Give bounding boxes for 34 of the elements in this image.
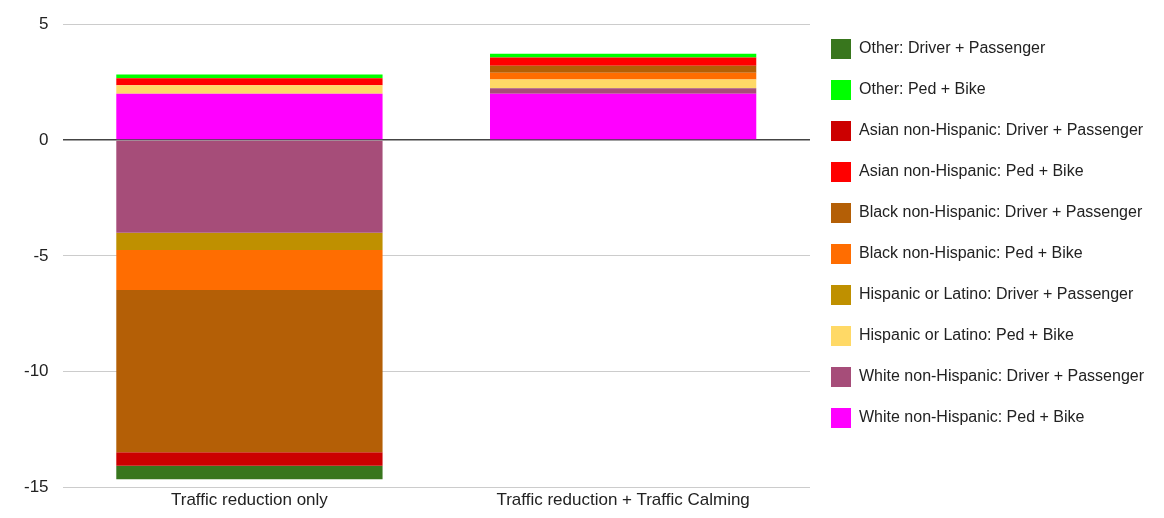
bar <box>490 57 757 66</box>
bar <box>490 88 757 94</box>
bar <box>116 74 383 79</box>
y-tick-label: -10 <box>23 361 49 381</box>
bar <box>490 93 757 140</box>
y-tick-label: -5 <box>33 245 49 265</box>
bar <box>490 79 757 89</box>
bar <box>490 65 757 73</box>
bar <box>116 78 383 86</box>
legend-label: Hispanic or Latino: Ped + Bike <box>858 326 1074 344</box>
bar <box>490 53 757 58</box>
bar <box>116 232 383 251</box>
legend-label: Other: Ped + Bike <box>858 80 986 98</box>
x-tick-label: Traffic reduction + Traffic Calming <box>496 490 750 510</box>
bar <box>116 250 383 290</box>
legend-label: Black non-Hispanic: Ped + Bike <box>858 244 1083 262</box>
legend-label: Hispanic or Latino: Driver + Passenger <box>858 285 1135 303</box>
bar <box>116 452 383 466</box>
bar <box>116 85 383 94</box>
bar <box>116 465 383 480</box>
bar <box>116 93 383 140</box>
legend-label: Other: Driver + Passenger <box>858 39 1046 57</box>
y-tick-label: 0 <box>39 129 49 149</box>
bar <box>116 289 383 453</box>
x-tick-label: Traffic reduction only <box>171 490 329 510</box>
bar <box>490 72 757 80</box>
legend-label: Asian non-Hispanic: Ped + Bike <box>858 162 1084 180</box>
y-tick-label: 5 <box>39 13 49 33</box>
legend-label: Black non-Hispanic: Driver + Passenger <box>858 203 1143 221</box>
legend-label: White non-Hispanic: Driver + Passenger <box>858 367 1145 385</box>
legend-label: White non-Hispanic: Ped + Bike <box>858 408 1085 426</box>
bar <box>116 140 383 233</box>
legend-label: Asian non-Hispanic: Driver + Passenger <box>858 121 1144 139</box>
y-tick-label: -15 <box>23 477 49 497</box>
